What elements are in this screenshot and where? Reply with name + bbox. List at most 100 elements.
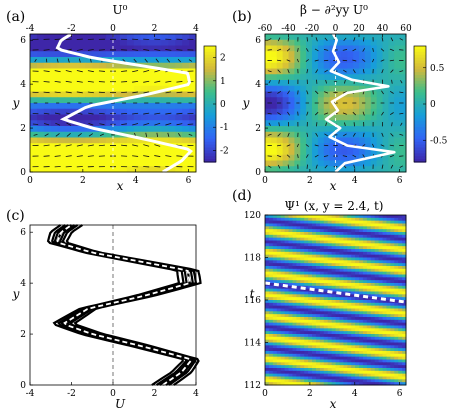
panel-a-arrow (132, 49, 139, 51)
panel-d-heat-cell (304, 379, 309, 383)
panel-a-heat-cell (126, 137, 135, 144)
panel-d-heat-cell (300, 283, 305, 287)
panel-b-arrow (343, 133, 347, 137)
panel-d-heat-cell (335, 243, 340, 247)
panel-d-heat-cell (296, 353, 301, 358)
panel-a-heat-cell (43, 97, 52, 104)
panel-a-heat-cell (168, 166, 176, 173)
panel-a-heat-cell (119, 143, 128, 150)
panel-d-heat-cell (355, 268, 360, 273)
panel-d-heat-cell (276, 345, 282, 349)
panel-b-heat-cell (312, 39, 319, 46)
panel-d-heat-cell (323, 331, 329, 335)
panel-d-heat-cell (335, 322, 340, 326)
panel-c-ytick-label: 6 (20, 228, 26, 238)
panel-d-heat-cell (362, 379, 368, 383)
panel-b-heat-cell (265, 149, 272, 156)
panel-b-heat-cell (329, 57, 336, 64)
panel-a-heat-cell (30, 137, 38, 144)
panel-d-heat-cell (386, 268, 391, 273)
panel-b-heat-cell (300, 154, 307, 161)
panel-b-heat-cell (288, 143, 295, 150)
panel-a-heat-cell (126, 57, 135, 64)
panel-b-heat-cell (276, 126, 284, 133)
panel-d-heat-cell (382, 356, 387, 360)
panel-d-heat-cell (331, 348, 336, 352)
panel-a-heat-cell (64, 126, 72, 133)
panel-d-heat-cell (355, 297, 360, 301)
panel-b-heat-cell (341, 68, 348, 75)
panel-d-heat-cell (359, 322, 364, 326)
panel-d-heat-cell (312, 263, 317, 267)
panel-d-heat-cell (315, 373, 321, 377)
panel-d-heat-cell (323, 243, 329, 247)
panel-a-heat-cell (43, 120, 52, 127)
panel-d-heat-cell (265, 260, 270, 264)
panel-d-heat-cell (323, 376, 329, 380)
panel-a-heat-cell (71, 143, 79, 150)
panel-d-heat-cell (339, 223, 344, 227)
panel-d-heat-cell (394, 243, 399, 247)
panel-d-heat-cell (280, 300, 286, 304)
panel-d-heat-cell (296, 274, 301, 278)
panel-b-heat-cell (306, 149, 313, 156)
panel-a-heat-cell (113, 166, 121, 173)
panel-d-heat-cell (339, 302, 344, 307)
panel-d-heat-cell (378, 317, 383, 321)
panel-b-heat-cell (335, 103, 342, 110)
panel-b-heat-cell (370, 149, 378, 156)
panel-a-heat-cell (78, 108, 86, 115)
panel-a-heat-cell (175, 154, 183, 161)
panel-b-heat-cell (276, 80, 284, 87)
panel-b-arrow (362, 48, 366, 52)
panel-a-colorbar-cell (204, 95, 216, 99)
panel-b-heat-cell (270, 51, 278, 58)
panel-d-heat-cell (351, 336, 356, 341)
panel-d-heat-cell (315, 297, 321, 301)
panel-d-heat-cell (374, 339, 380, 343)
panel-d-heat-cell (276, 314, 282, 318)
panel-b-heat-cell (306, 45, 313, 52)
panel-d-heat-cell (390, 382, 395, 386)
panel-b-heat-cell (300, 62, 307, 69)
panel-d-heat-cell (398, 322, 403, 326)
panel-d-phase-line (264, 281, 407, 304)
panel-a-heat-cell (92, 74, 100, 81)
panel-d-heat-cell (308, 351, 313, 355)
panel-a-heat-cell (85, 137, 93, 144)
panel-d-heat-cell (366, 257, 372, 261)
panel-a-colorbar-cell (204, 141, 216, 146)
panel-b-heat-cell (400, 154, 407, 161)
panel-a-heat-cell (189, 74, 197, 81)
panel-d-heat-cell (319, 254, 325, 258)
panel-b-colorbar-cell (414, 54, 426, 59)
panel-d-heat-cell (355, 283, 360, 287)
panel-d-heat-cell (390, 373, 395, 377)
panel-a-heat-cell (113, 108, 121, 115)
panel-d-heat-cell (268, 240, 274, 244)
panel-b-heat-cell (306, 97, 313, 104)
panel-d-heat-cell (398, 266, 403, 270)
panel-a-heat-cell (78, 57, 86, 64)
panel-d-heat-cell (288, 382, 293, 386)
panel-d-heat-cell (304, 249, 309, 253)
panel-d-heat-cell (284, 226, 289, 230)
panel-d-heat-cell (394, 331, 399, 335)
panel-a-heat-cell (140, 120, 149, 127)
panel-d-heat-cell (276, 274, 282, 278)
panel-d-heat-cell (382, 257, 387, 261)
panel-d-heat-cell (351, 283, 356, 287)
panel-b-heat-cell (282, 103, 289, 110)
panel-d-heat-cell (308, 285, 313, 290)
panel-b-heat-cell (329, 154, 336, 161)
panel-d-heat-cell (359, 365, 364, 369)
panel-b-heat-cell (359, 74, 366, 81)
panel-d-heat-cell (319, 331, 325, 335)
panel-b-arrow (381, 111, 384, 116)
panel-d-heat-cell (296, 232, 301, 236)
panel-d-heat-cell (374, 223, 380, 227)
panel-d-heat-cell (272, 240, 278, 244)
panel-a-heat-cell (30, 45, 38, 52)
panel-d-heat-cell (351, 345, 356, 349)
panel-d-heat-cell (315, 251, 321, 256)
